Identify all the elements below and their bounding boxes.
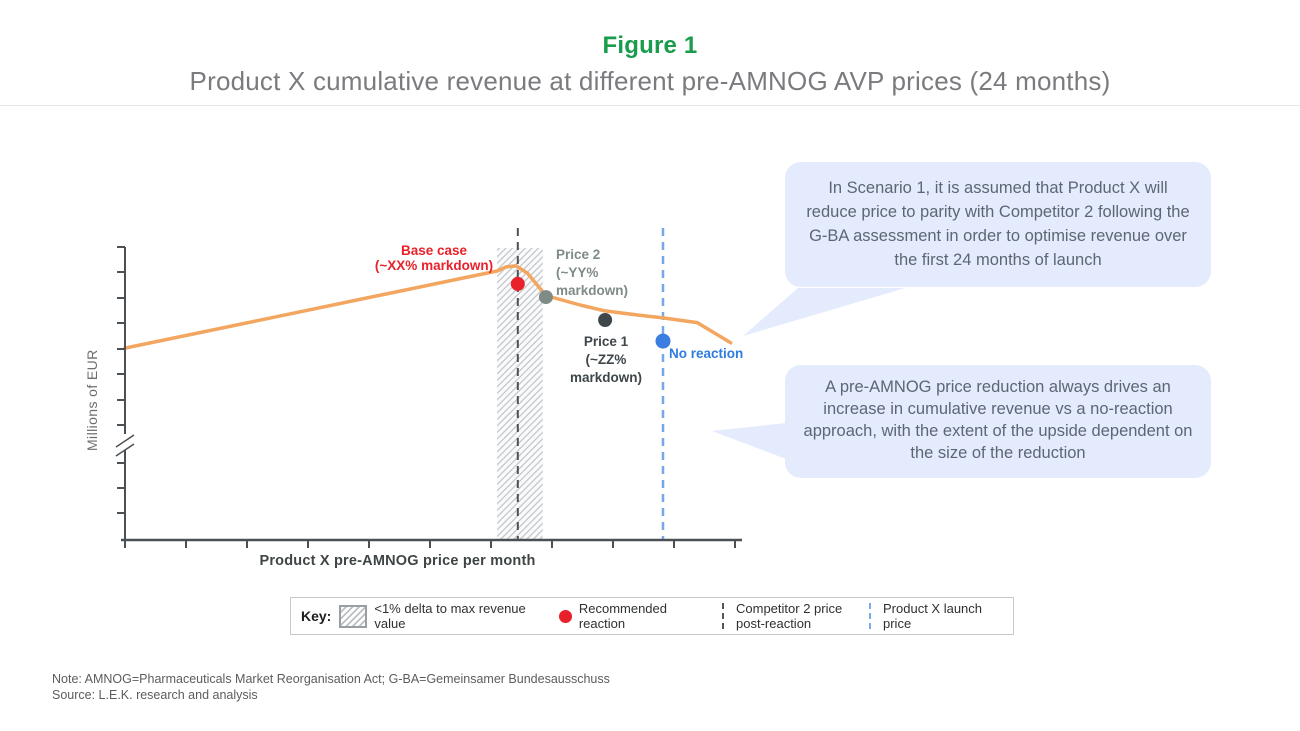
note-line: Note: AMNOG=Pharmaceuticals Market Reorg… bbox=[52, 672, 610, 686]
marker-no-reaction bbox=[655, 333, 671, 349]
header-divider bbox=[0, 105, 1300, 106]
footnotes: Note: AMNOG=Pharmaceuticals Market Reorg… bbox=[52, 671, 610, 703]
callout-scenario-1: In Scenario 1, it is assumed that Produc… bbox=[785, 162, 1211, 287]
y-axis-label: Millions of EUR bbox=[84, 349, 100, 451]
y-axis-break-icon bbox=[115, 434, 135, 457]
key-item-hatch-label: <1% delta to max revenue value bbox=[374, 601, 526, 631]
callout-2-tail bbox=[712, 423, 786, 459]
revenue-curve bbox=[123, 264, 733, 350]
y-axis bbox=[115, 246, 135, 540]
blue-dashed-line-icon bbox=[869, 603, 871, 629]
hatch-band bbox=[497, 248, 543, 539]
key-title: Key: bbox=[301, 608, 332, 624]
hatch-swatch-icon bbox=[339, 604, 368, 628]
key-item-recommended-label: Recommended reaction bbox=[578, 601, 667, 631]
callout-1-tail bbox=[743, 288, 905, 336]
marker-price-1 bbox=[598, 313, 613, 327]
source-line: Source: L.E.K. research and analysis bbox=[52, 688, 258, 702]
annotation-price-1: Price 1 (~ZZ% markdown) bbox=[569, 334, 642, 385]
x-axis-label: Product X pre-AMNOG price per month bbox=[259, 553, 536, 569]
dark-dashed-line-icon bbox=[722, 603, 724, 629]
figure-title: Product X cumulative revenue at differen… bbox=[189, 66, 1111, 96]
red-dot-icon bbox=[558, 609, 572, 623]
marker-base-case bbox=[510, 276, 525, 291]
key-item-competitor2-label: Competitor 2 price post-reaction bbox=[736, 601, 843, 631]
annotation-price-2: Price 2 (~YY% markdown) bbox=[556, 247, 629, 298]
key-item-launch-label: Product X launch price bbox=[883, 601, 983, 631]
chart-key: Key: <1% delta to max revenue value Reco… bbox=[290, 597, 1014, 635]
annotation-base-case: Base case (~XX% markdown) bbox=[374, 243, 494, 273]
marker-price-2 bbox=[538, 290, 553, 305]
x-axis bbox=[121, 538, 742, 548]
figure-label: Figure 1 bbox=[602, 32, 698, 59]
callout-price-reduction: A pre-AMNOG price reduction always drive… bbox=[785, 365, 1211, 478]
annotation-no-reaction: No reaction bbox=[669, 346, 744, 361]
